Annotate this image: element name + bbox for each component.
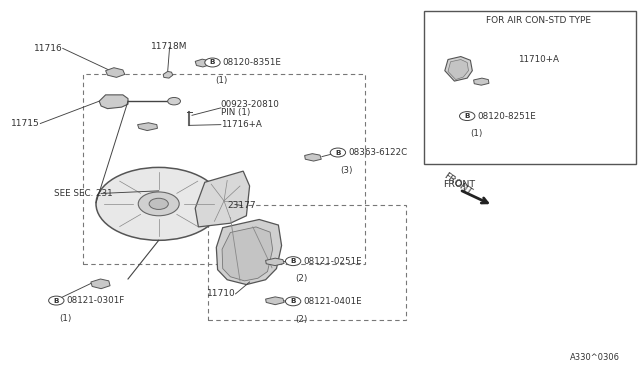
Text: 08120-8351E: 08120-8351E [223, 58, 282, 67]
Text: 08363-6122C: 08363-6122C [348, 148, 408, 157]
Text: B: B [465, 113, 470, 119]
Circle shape [149, 198, 168, 209]
Polygon shape [266, 297, 284, 305]
Text: 11710+A: 11710+A [518, 55, 559, 64]
Circle shape [138, 192, 179, 216]
Text: 11715: 11715 [11, 119, 40, 128]
Text: 11710: 11710 [207, 289, 236, 298]
Text: 23177: 23177 [228, 201, 256, 210]
Text: (2): (2) [296, 275, 308, 283]
Circle shape [96, 167, 221, 240]
Bar [208, 205, 406, 320]
Polygon shape [138, 123, 157, 131]
Text: (1): (1) [470, 129, 482, 138]
Polygon shape [106, 68, 125, 77]
Circle shape [285, 297, 301, 306]
Circle shape [460, 112, 475, 121]
Polygon shape [222, 227, 273, 281]
Text: (2): (2) [296, 315, 308, 324]
Bar [424, 11, 636, 164]
Polygon shape [445, 57, 472, 81]
Text: B: B [291, 298, 296, 304]
Text: PIN (1): PIN (1) [221, 108, 250, 117]
Text: B: B [54, 298, 59, 304]
Polygon shape [266, 258, 284, 266]
Text: B: B [210, 60, 215, 65]
Circle shape [168, 97, 180, 105]
Polygon shape [163, 71, 173, 78]
Circle shape [49, 296, 64, 305]
Text: 00923-20810: 00923-20810 [221, 100, 280, 109]
Text: (3): (3) [340, 166, 353, 175]
Text: (1): (1) [59, 314, 71, 323]
Text: 08121-0251E: 08121-0251E [303, 257, 362, 266]
Circle shape [285, 257, 301, 266]
Text: 11716+A: 11716+A [221, 120, 262, 129]
Polygon shape [474, 78, 489, 85]
Text: FRONT: FRONT [442, 171, 474, 197]
Bar [83, 74, 365, 264]
Text: B: B [335, 150, 340, 155]
Circle shape [330, 148, 346, 157]
Circle shape [205, 58, 220, 67]
Text: A330^0306: A330^0306 [570, 353, 620, 362]
Polygon shape [99, 95, 128, 109]
Polygon shape [195, 59, 210, 67]
Text: 08120-8251E: 08120-8251E [477, 112, 536, 121]
Polygon shape [305, 154, 321, 161]
Polygon shape [91, 279, 110, 289]
Text: 11716: 11716 [34, 44, 63, 53]
Text: B: B [291, 258, 296, 264]
Polygon shape [195, 171, 250, 227]
Text: (1): (1) [215, 76, 227, 85]
Text: FOR AIR CON-STD TYPE: FOR AIR CON-STD TYPE [486, 16, 591, 25]
Text: 08121-0401E: 08121-0401E [303, 297, 362, 306]
Polygon shape [216, 219, 282, 285]
Polygon shape [448, 60, 468, 80]
Text: FRONT: FRONT [444, 180, 476, 189]
Text: 08121-0301F: 08121-0301F [67, 296, 125, 305]
Text: 11718M: 11718M [151, 42, 188, 51]
Text: SEE SEC. 231: SEE SEC. 231 [54, 189, 113, 198]
